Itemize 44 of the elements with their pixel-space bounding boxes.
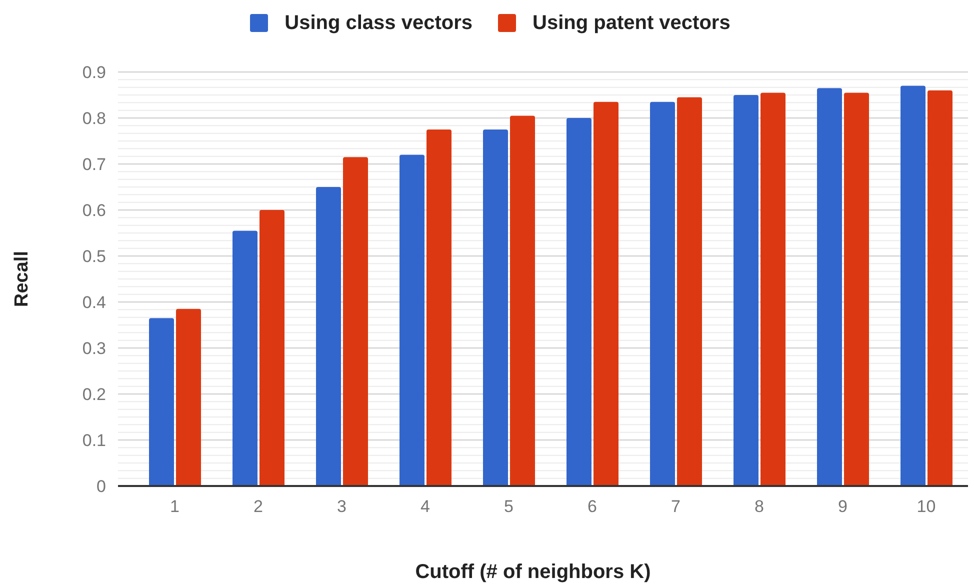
y-tick-label: 0.3	[82, 339, 106, 358]
legend-label: Using class vectors	[284, 12, 473, 34]
y-tick-label: 0.2	[82, 385, 106, 404]
x-tick-label: 9	[838, 497, 848, 516]
x-tick-label: 10	[916, 497, 936, 516]
bar	[594, 102, 618, 486]
y-axis-title: Recall	[12, 251, 32, 307]
bar	[817, 88, 842, 486]
bar	[928, 90, 952, 486]
bar	[510, 116, 535, 486]
x-axis-title: Cutoff (# of neighbors K)	[415, 561, 651, 583]
y-tick-label: 0.6	[82, 201, 106, 220]
bar	[232, 230, 258, 486]
legend-label: Using patent vectors	[532, 12, 730, 34]
bar	[734, 95, 758, 486]
bar	[900, 86, 926, 486]
y-tick-label: 0.9	[82, 63, 106, 82]
x-tick-label: 3	[337, 497, 346, 516]
bar	[343, 157, 368, 486]
bar	[844, 92, 869, 486]
y-tick-label: 0.7	[82, 155, 106, 174]
y-tick-label: 0.5	[82, 247, 106, 266]
y-tick-label: 0.1	[82, 431, 106, 450]
bar	[677, 97, 702, 486]
bar	[566, 118, 592, 486]
bar	[650, 102, 675, 486]
x-tick-label: 2	[254, 497, 263, 516]
bar	[176, 308, 201, 486]
bar	[400, 154, 424, 486]
x-tick-label: 8	[754, 497, 764, 516]
bar	[483, 130, 508, 486]
bar	[316, 187, 341, 486]
x-tick-label: 1	[170, 497, 180, 516]
y-tick-label: 0.8	[82, 109, 106, 128]
bar	[760, 92, 786, 486]
bar	[426, 130, 452, 486]
x-tick-label: 7	[671, 497, 680, 516]
x-tick-label: 4	[420, 497, 430, 516]
bar	[260, 210, 284, 486]
x-tick-label: 6	[588, 497, 597, 516]
y-tick-label: 0.4	[82, 293, 106, 312]
y-tick-label: 0	[96, 477, 106, 496]
x-tick-label: 5	[504, 497, 514, 516]
bar	[149, 318, 174, 486]
